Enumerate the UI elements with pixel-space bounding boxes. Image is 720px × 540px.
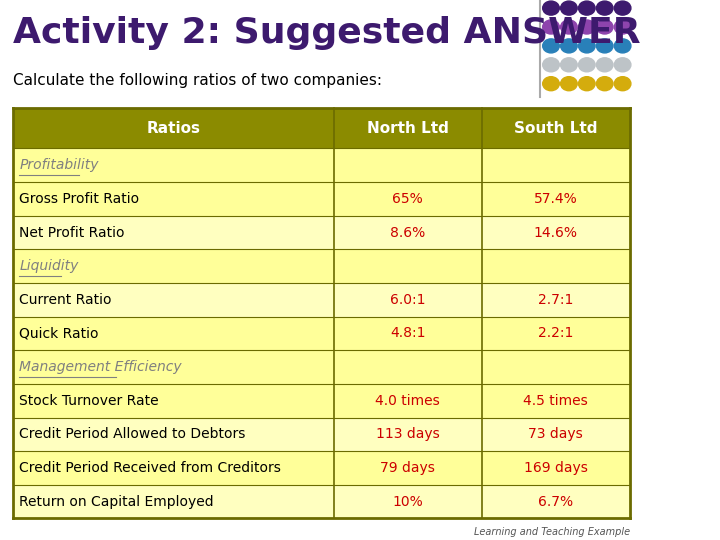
Text: Return on Capital Employed: Return on Capital Employed — [19, 495, 214, 509]
Text: Gross Profit Ratio: Gross Profit Ratio — [19, 192, 139, 206]
FancyBboxPatch shape — [13, 108, 629, 148]
Text: 4.0 times: 4.0 times — [375, 394, 440, 408]
Text: 6.7%: 6.7% — [538, 495, 573, 509]
Text: 2.7:1: 2.7:1 — [538, 293, 573, 307]
Circle shape — [578, 77, 595, 91]
Circle shape — [561, 39, 577, 53]
Circle shape — [543, 58, 559, 72]
Circle shape — [561, 20, 577, 34]
Text: Activity 2: Suggested ANSWER: Activity 2: Suggested ANSWER — [13, 16, 640, 50]
Circle shape — [561, 1, 577, 15]
Text: Credit Period Allowed to Debtors: Credit Period Allowed to Debtors — [19, 427, 246, 441]
Text: 8.6%: 8.6% — [390, 226, 426, 240]
FancyBboxPatch shape — [13, 417, 629, 451]
Text: 2.2:1: 2.2:1 — [538, 327, 573, 340]
Circle shape — [614, 77, 631, 91]
Text: 6.0:1: 6.0:1 — [390, 293, 426, 307]
Text: 65%: 65% — [392, 192, 423, 206]
Circle shape — [543, 20, 559, 34]
Text: 79 days: 79 days — [380, 461, 435, 475]
FancyBboxPatch shape — [13, 485, 629, 518]
FancyBboxPatch shape — [13, 148, 629, 182]
Text: Net Profit Ratio: Net Profit Ratio — [19, 226, 125, 240]
Text: Liquidity: Liquidity — [19, 259, 78, 273]
Circle shape — [596, 58, 613, 72]
Text: 14.6%: 14.6% — [534, 226, 577, 240]
Circle shape — [578, 1, 595, 15]
Circle shape — [596, 77, 613, 91]
Circle shape — [596, 1, 613, 15]
Text: 4.8:1: 4.8:1 — [390, 327, 426, 340]
Text: Calculate the following ratios of two companies:: Calculate the following ratios of two co… — [13, 73, 382, 88]
FancyBboxPatch shape — [13, 182, 629, 216]
Text: 169 days: 169 days — [523, 461, 588, 475]
Text: 57.4%: 57.4% — [534, 192, 577, 206]
Text: South Ltd: South Ltd — [514, 121, 598, 136]
Text: 10%: 10% — [392, 495, 423, 509]
Circle shape — [543, 39, 559, 53]
FancyBboxPatch shape — [13, 384, 629, 417]
Circle shape — [543, 1, 559, 15]
Circle shape — [596, 20, 613, 34]
Circle shape — [596, 39, 613, 53]
Circle shape — [614, 1, 631, 15]
Circle shape — [561, 58, 577, 72]
Circle shape — [543, 77, 559, 91]
FancyBboxPatch shape — [13, 283, 629, 316]
Text: Profitability: Profitability — [19, 158, 99, 172]
Circle shape — [614, 58, 631, 72]
FancyBboxPatch shape — [13, 350, 629, 384]
FancyBboxPatch shape — [13, 216, 629, 249]
Circle shape — [578, 20, 595, 34]
Circle shape — [614, 20, 631, 34]
Circle shape — [578, 58, 595, 72]
Text: Stock Turnover Rate: Stock Turnover Rate — [19, 394, 159, 408]
FancyBboxPatch shape — [13, 316, 629, 350]
FancyBboxPatch shape — [13, 451, 629, 485]
Text: Current Ratio: Current Ratio — [19, 293, 112, 307]
Text: 4.5 times: 4.5 times — [523, 394, 588, 408]
Text: Credit Period Received from Creditors: Credit Period Received from Creditors — [19, 461, 281, 475]
Circle shape — [578, 39, 595, 53]
Text: 113 days: 113 days — [376, 427, 439, 441]
FancyBboxPatch shape — [13, 249, 629, 283]
Text: 73 days: 73 days — [528, 427, 583, 441]
Text: Management Efficiency: Management Efficiency — [19, 360, 182, 374]
Text: Quick Ratio: Quick Ratio — [19, 327, 99, 340]
Text: Learning and Teaching Example: Learning and Teaching Example — [474, 527, 629, 537]
Text: Ratios: Ratios — [146, 121, 200, 136]
Circle shape — [614, 39, 631, 53]
Text: North Ltd: North Ltd — [366, 121, 449, 136]
Circle shape — [561, 77, 577, 91]
